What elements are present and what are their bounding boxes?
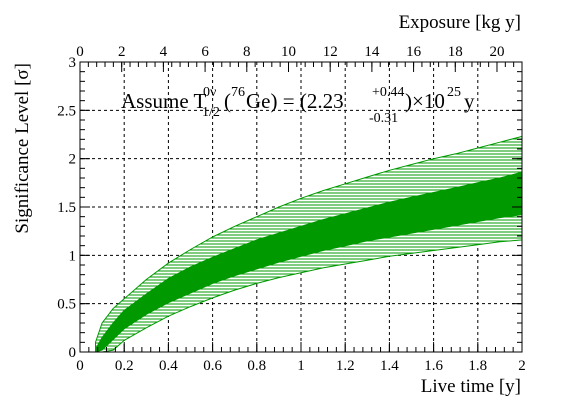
half-life-annotation: Assume T 0ν 1/2 ( 76 Ge) = (2.23 +0.44 -…	[121, 77, 475, 127]
top-tick-label: 10	[281, 44, 296, 60]
x-tick-label: 0	[76, 358, 84, 374]
annotation-element: Ge) = (2.23	[246, 89, 344, 113]
x-tick-label: 1.6	[424, 358, 443, 374]
top-tick-label: 4	[160, 44, 168, 60]
top-tick-label: 16	[406, 44, 422, 60]
annotation-err-down: -0.31	[369, 111, 398, 126]
top-tick-label: 6	[201, 44, 209, 60]
y-tick-label: 1	[69, 248, 77, 264]
annotation-times: )×10	[405, 89, 445, 113]
top-tick-label: 2	[118, 44, 126, 60]
y-axis-title: Significance Level [σ]	[12, 63, 33, 234]
y-tick-label: 3	[69, 55, 77, 71]
y-tick-label: 2.5	[57, 103, 76, 119]
top-tick-label: 12	[323, 44, 338, 60]
annotation-t-sub: 1/2	[202, 105, 220, 120]
y-tick-label: 1.5	[57, 200, 76, 216]
y-tick-label: 0	[69, 345, 77, 361]
x-tick-label: 0.8	[247, 358, 266, 374]
annotation-exponent: 25	[447, 85, 461, 100]
x-tick-label: 1.8	[468, 358, 487, 374]
x-tick-label: 1	[297, 358, 305, 374]
top-tick-label: 14	[364, 44, 380, 60]
x-axis-title: Live time [y]	[421, 376, 521, 397]
x-tick-label: 2	[518, 358, 526, 374]
x-tick-label: 0.6	[203, 358, 222, 374]
significance-bands	[95, 135, 523, 353]
x-tick-label: 1.4	[380, 358, 399, 374]
annotation-err-up: +0.44	[372, 85, 404, 100]
annotation-t-sup: 0ν	[203, 85, 216, 100]
top-axis-title: Exposure [kg y]	[399, 12, 521, 33]
y-tick-label: 2	[69, 152, 77, 168]
axis-ticks	[79, 61, 523, 353]
annotation-open: (	[224, 89, 231, 113]
y-tick-label: 0.5	[57, 297, 76, 313]
top-tick-label: 18	[448, 44, 463, 60]
x-tick-label: 1.2	[336, 358, 355, 374]
annotation-mass-number: 76	[231, 85, 245, 100]
x-tick-label: 0.4	[159, 358, 178, 374]
annotation-prefix: Assume T	[121, 89, 207, 113]
top-tick-label: 0	[76, 44, 84, 60]
tick-labels: 0 0.2 0.4 0.6 0.8 1 1.2 1.4 1.6 1.8 200.511.522.53…	[57, 44, 526, 374]
annotation-unit: y	[464, 89, 475, 113]
top-tick-label: 20	[489, 44, 504, 60]
top-tick-label: 8	[243, 44, 251, 60]
x-tick-label: 0.2	[115, 358, 134, 374]
